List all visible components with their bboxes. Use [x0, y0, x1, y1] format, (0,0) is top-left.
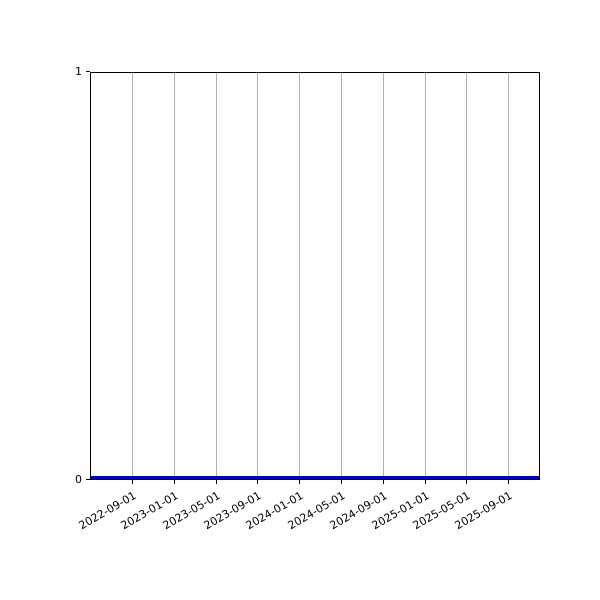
x-tick-mark	[466, 480, 467, 484]
x-tick-mark	[257, 480, 258, 484]
y-tick-mark	[86, 71, 90, 72]
x-tick-mark	[299, 480, 300, 484]
plot-area	[90, 72, 540, 480]
x-tick-mark	[341, 480, 342, 484]
x-gridline	[341, 73, 342, 479]
zero-value-data-line	[91, 476, 539, 479]
x-tick-mark	[174, 480, 175, 484]
y-tick-label: 1	[75, 65, 82, 78]
x-gridline	[508, 73, 509, 479]
x-tick-mark	[425, 480, 426, 484]
x-gridline	[216, 73, 217, 479]
x-tick-mark	[132, 480, 133, 484]
x-gridline	[174, 73, 175, 479]
x-gridline	[383, 73, 384, 479]
x-gridline	[425, 73, 426, 479]
x-gridline	[466, 73, 467, 479]
x-gridline	[299, 73, 300, 479]
y-tick-mark	[86, 479, 90, 480]
x-gridline	[132, 73, 133, 479]
x-gridline	[257, 73, 258, 479]
x-tick-mark	[508, 480, 509, 484]
x-tick-mark	[216, 480, 217, 484]
x-tick-mark	[383, 480, 384, 484]
y-tick-label: 0	[75, 473, 82, 486]
